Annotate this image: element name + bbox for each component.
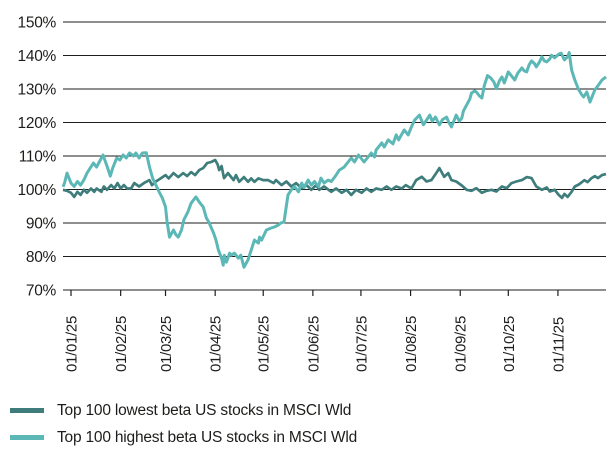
y-tick-label-140: 140% <box>18 48 57 65</box>
y-tick-label-100: 100% <box>18 182 57 199</box>
x-tick-label-4: 01/05/25 <box>256 316 273 372</box>
y-tick-label-150: 150% <box>18 15 57 32</box>
chart-legend: Top 100 lowest beta US stocks in MSCI Wl… <box>10 401 357 447</box>
x-tick-label-2: 01/03/25 <box>158 316 175 372</box>
legend-item-highest-beta: Top 100 highest beta US stocks in MSCI W… <box>10 428 357 447</box>
line-chart: 150% 140% 130% 120% 110% 100% 90% 80% 70% 01/01/2… <box>18 15 607 372</box>
y-tick-label-80: 80% <box>26 249 57 266</box>
x-tick-label-10: 01/11/25 <box>550 317 567 372</box>
x-tick-label-0: 01/01/25 <box>64 316 81 372</box>
x-tick-label-7: 01/08/25 <box>403 316 420 372</box>
y-tick-label-110: 110% <box>19 149 57 166</box>
x-tick-label-5: 01/06/25 <box>305 316 322 372</box>
y-tick-label-90: 90% <box>26 216 57 233</box>
legend-item-lowest-beta: Top 100 lowest beta US stocks in MSCI Wl… <box>10 401 357 420</box>
y-tick-label-70: 70% <box>26 283 57 300</box>
x-tick-label-8: 01/09/25 <box>453 316 470 372</box>
y-tick-label-120: 120% <box>18 115 57 132</box>
x-tick-label-9: 01/10/25 <box>501 316 518 372</box>
x-tick-label-3: 01/04/25 <box>208 316 225 372</box>
lowest-beta-line <box>62 158 607 200</box>
beta-performance-chart-svg: 150% 140% 130% 120% 110% 100% 90% 80% 70% 01/01/2… <box>18 15 607 372</box>
x-tick-label-6: 01/07/25 <box>353 316 370 372</box>
highest-beta-line <box>61 51 607 269</box>
legend-label-highest-beta: Top 100 highest beta US stocks in MSCI W… <box>57 428 358 446</box>
highest-beta-line-swatch <box>10 435 44 440</box>
legend-label-lowest-beta: Top 100 lowest beta US stocks in MSCI Wl… <box>57 401 352 419</box>
lowest-beta-line-swatch <box>10 408 44 413</box>
x-tick-label-1: 01/02/25 <box>113 316 130 372</box>
y-tick-label-130: 130% <box>18 82 57 99</box>
